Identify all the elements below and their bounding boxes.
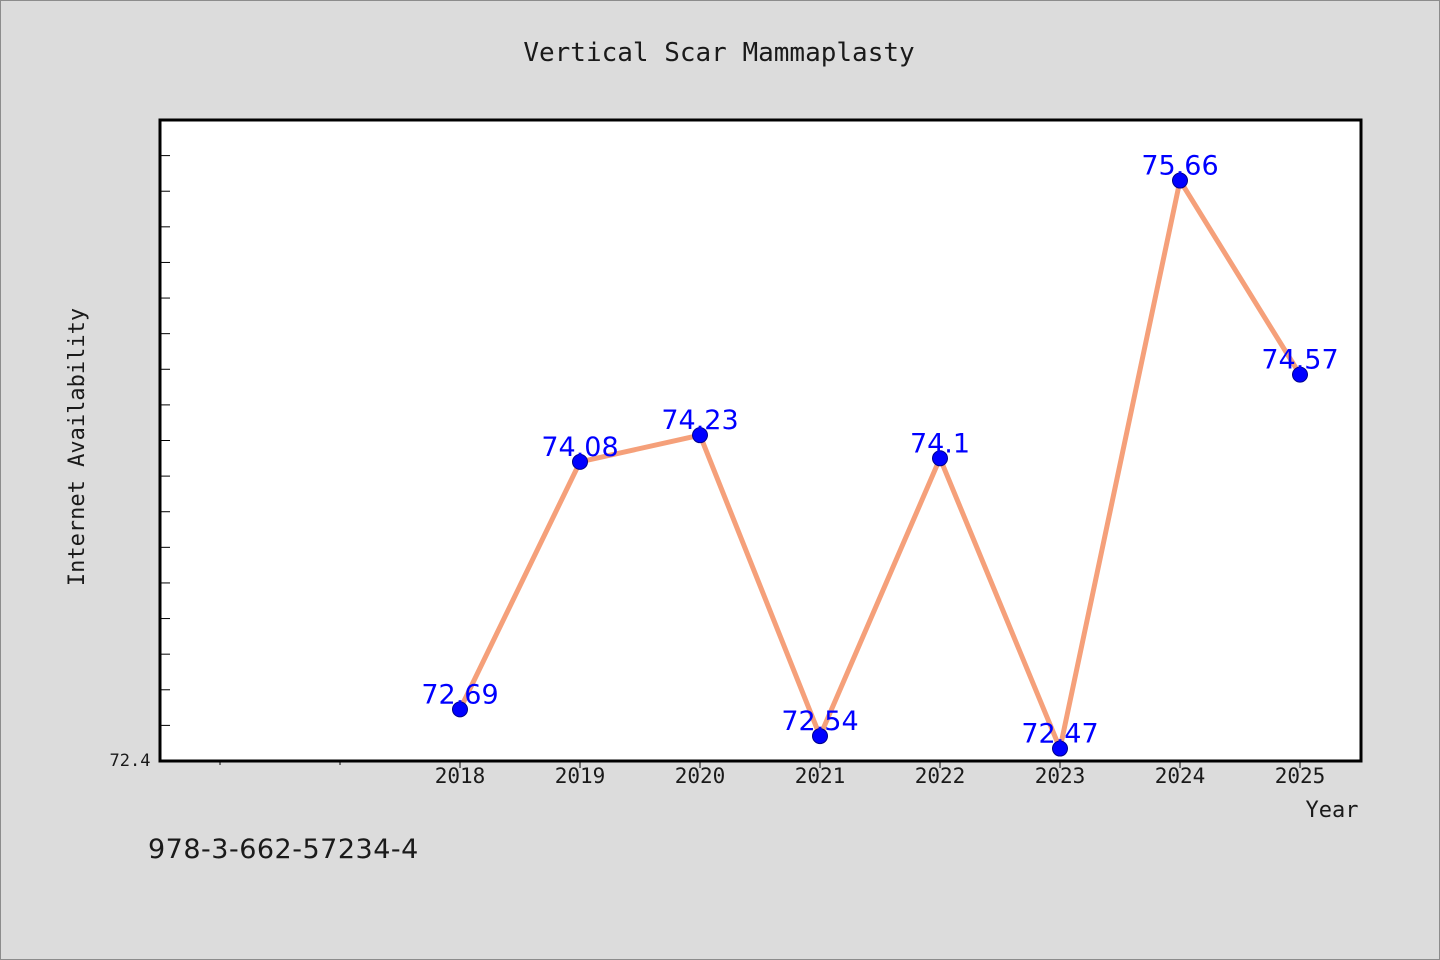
x-tick-label: 2020 [675, 764, 726, 788]
y-axis-label: Internet Availability [65, 308, 90, 586]
x-tick-label: 2025 [1275, 764, 1326, 788]
x-axis-label: Year [1306, 798, 1359, 823]
data-label: 74.57 [1261, 345, 1338, 376]
data-point [1052, 740, 1068, 757]
series-layer: 72.69 74.08 74.23 72.54 74.1 72.47 75.66 74.57 [421, 151, 1339, 757]
isbn-caption: 978-3-662-57234-4 [148, 834, 419, 865]
x-tick-label: 2021 [795, 764, 846, 788]
data-label: 72.54 [781, 706, 858, 737]
series-line [457, 173, 1303, 757]
data-point [572, 453, 588, 470]
data-label: 74.23 [661, 405, 738, 436]
x-tick-label: 2022 [915, 764, 966, 788]
y-axis-ticks [160, 155, 170, 726]
data-point [692, 427, 708, 444]
data-label: 74.08 [541, 432, 618, 463]
chart-title: Vertical Scar Mammaplasty [523, 38, 914, 68]
data-label: 72.47 [1021, 719, 1098, 750]
data-point [452, 701, 468, 718]
data-point [812, 728, 828, 745]
data-label: 75.66 [1141, 151, 1218, 182]
plot-area [158, 118, 1363, 763]
y-tick-label: 72.4 [110, 751, 151, 771]
data-point [1172, 172, 1188, 189]
x-tick-label: 2019 [555, 764, 606, 788]
data-label: 72.69 [421, 679, 498, 710]
x-tick-labels: 2018 2019 2020 2021 2022 2023 2024 2025 [435, 764, 1326, 788]
x-tick-label: 2024 [1155, 764, 1206, 788]
x-tick-label: 2023 [1035, 764, 1086, 788]
data-label: 74.1 [910, 428, 970, 459]
x-axis-ticks [219, 761, 1301, 768]
data-point [1292, 366, 1308, 383]
x-tick-label: 2018 [435, 764, 486, 788]
data-point [932, 450, 948, 467]
